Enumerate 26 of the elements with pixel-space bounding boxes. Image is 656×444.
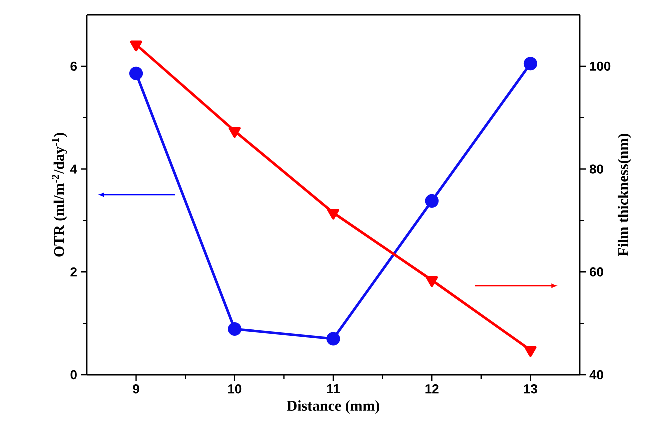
x-tick-label: 13 bbox=[524, 384, 538, 394]
y-tick-label: 6 bbox=[70, 62, 78, 72]
point bbox=[228, 127, 241, 138]
point bbox=[524, 346, 537, 358]
point bbox=[327, 208, 340, 220]
point bbox=[524, 57, 538, 71]
y-axis-title: OTR (ml/m$^{-2}$/day$^{-1}$) bbox=[52, 133, 68, 257]
point bbox=[425, 194, 439, 208]
x-axis-title: Distance (mm) bbox=[287, 400, 380, 414]
y2-axis-title: Film thickness(nm) bbox=[618, 134, 632, 256]
y2-tick-label: 100 bbox=[590, 62, 611, 72]
y2-tick-label: 40 bbox=[590, 370, 604, 380]
x-tick-label: 10 bbox=[228, 384, 242, 394]
point bbox=[130, 40, 142, 52]
point bbox=[426, 276, 438, 288]
y-tick-label: 2 bbox=[70, 268, 77, 277]
point bbox=[326, 332, 340, 346]
y-tick-label: 4 bbox=[70, 164, 78, 174]
point bbox=[228, 322, 242, 336]
point bbox=[130, 66, 144, 80]
x-tick-label: 12 bbox=[426, 384, 439, 394]
y2-tick-label: 60 bbox=[590, 268, 604, 277]
x-tick-label: 9 bbox=[133, 384, 140, 394]
y-tick-label: 0 bbox=[70, 370, 77, 380]
x-tick-label: 11 bbox=[327, 384, 340, 394]
y2-tick-label: 80 bbox=[590, 164, 604, 174]
